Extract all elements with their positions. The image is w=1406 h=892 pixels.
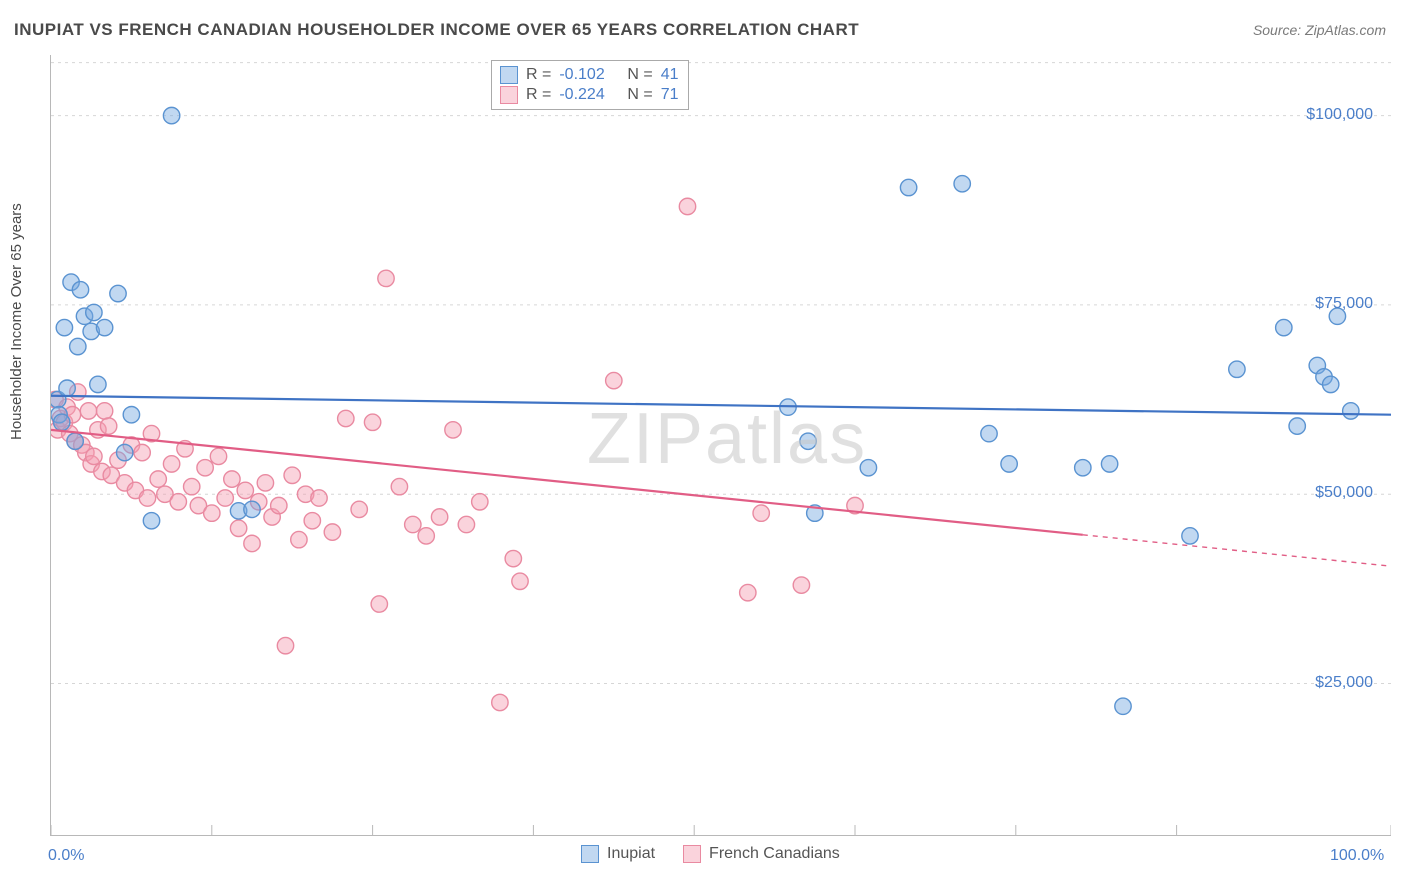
legend-swatch [581, 845, 599, 863]
y-tick-label: $50,000 [1315, 484, 1373, 502]
chart-title: INUPIAT VS FRENCH CANADIAN HOUSEHOLDER I… [14, 20, 859, 40]
source-prefix: Source: [1253, 22, 1305, 38]
r-value: -0.102 [559, 66, 619, 84]
n-label: N = [627, 66, 652, 84]
x-axis-min-label: 0.0% [48, 847, 84, 865]
legend-swatch [683, 845, 701, 863]
plot-area: ZIPatlas R =-0.102N =41R =-0.224N =71 In… [50, 55, 1391, 836]
stats-legend-row: R = -0.102 N = 41 [500, 65, 678, 85]
legend-swatch [500, 66, 518, 84]
legend-swatch [500, 86, 518, 104]
scatter-plot-svg [51, 55, 1391, 835]
series-name: Inupiat [607, 845, 655, 863]
r-label: R = [526, 86, 551, 104]
series-legend-item: Inupiat [581, 845, 655, 863]
stats-legend-row: R = -0.224 N = 71 [500, 85, 678, 105]
r-label: R = [526, 66, 551, 84]
y-axis-label: Householder Income Over 65 years [8, 203, 25, 440]
n-value: 41 [661, 66, 679, 84]
y-tick-label: $100,000 [1306, 106, 1373, 124]
x-axis-max-label: 100.0% [1330, 847, 1384, 865]
y-tick-label: $25,000 [1315, 674, 1373, 692]
source-attribution: Source: ZipAtlas.com [1253, 22, 1386, 38]
series-legend-item: French Canadians [683, 845, 840, 863]
correlation-stats-legend: R = -0.102 N = 41 R = -0.224 N = 71 [491, 60, 689, 110]
y-tick-label: $75,000 [1315, 295, 1373, 313]
n-value: 71 [661, 86, 679, 104]
series-name: French Canadians [709, 845, 840, 863]
source-name: ZipAtlas.com [1305, 22, 1386, 38]
n-label: N = [627, 86, 652, 104]
r-value: -0.224 [559, 86, 619, 104]
series-legend: Inupiat French Canadians [581, 845, 840, 863]
